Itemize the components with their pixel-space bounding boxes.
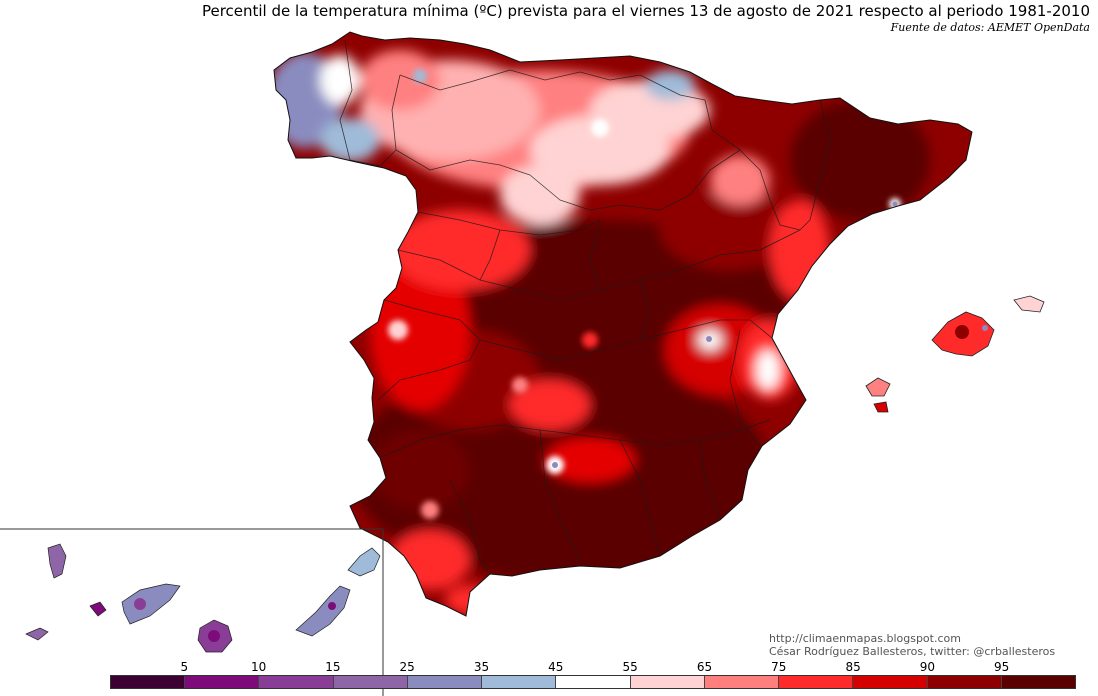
legend-swatch (1001, 676, 1076, 688)
legend-swatch (853, 676, 928, 688)
peninsula-outline (273, 31, 973, 617)
la-palma (47, 543, 67, 579)
legend-tick-label: 95 (994, 660, 1010, 674)
author-credit: César Rodríguez Ballesteros, twitter: @c… (769, 645, 1056, 658)
peninsula-field (274, 32, 972, 616)
legend-tick-label: 35 (473, 660, 490, 674)
lanzarote (347, 547, 381, 577)
legend-swatch (185, 676, 260, 688)
legend-tick-label: 5 (180, 660, 189, 674)
legend-swatch (482, 676, 557, 688)
legend-swatch (556, 676, 631, 688)
legend-tick-label: 45 (548, 660, 564, 674)
blog-url: http://climaenmapas.blogspot.com (769, 632, 961, 645)
legend-tick-label: 25 (399, 660, 415, 674)
legend-swatch (630, 676, 705, 688)
ibiza (865, 377, 891, 397)
tenerife (121, 583, 181, 625)
legend-swatch (779, 676, 854, 688)
la-gomera (89, 601, 107, 617)
canary-inset-frame (0, 528, 384, 696)
legend-swatch (111, 676, 186, 688)
legend-tick-label: 15 (325, 660, 341, 674)
menorca (1013, 295, 1045, 313)
el-hierro (25, 627, 49, 641)
legend-tick-label: 65 (696, 660, 713, 674)
fuerteventura (295, 585, 351, 637)
legend-tick-label: 90 (919, 660, 936, 674)
legend-tick-label: 55 (622, 660, 638, 674)
legend-swatch (407, 676, 483, 688)
legend-labels: 5 10 15 25 35 45 55 65 75 85 90 95 (110, 660, 1076, 674)
legend-tick-label: 85 (845, 660, 861, 674)
formentera (873, 401, 889, 413)
canary-islands (25, 543, 381, 653)
map-title: Percentil de la temperatura mínima (ºC) … (201, 2, 1090, 20)
legend-tick-label: 75 (771, 660, 787, 674)
legend-color-bar (110, 675, 1076, 689)
legend-tick-label: 10 (250, 660, 267, 674)
legend-swatch (704, 676, 780, 688)
data-source: Fuente de datos: AEMET OpenData (890, 21, 1090, 34)
legend-swatch (927, 676, 1002, 688)
balearic-islands (865, 295, 1045, 413)
legend-swatch (259, 676, 334, 688)
legend-swatch (333, 676, 408, 688)
